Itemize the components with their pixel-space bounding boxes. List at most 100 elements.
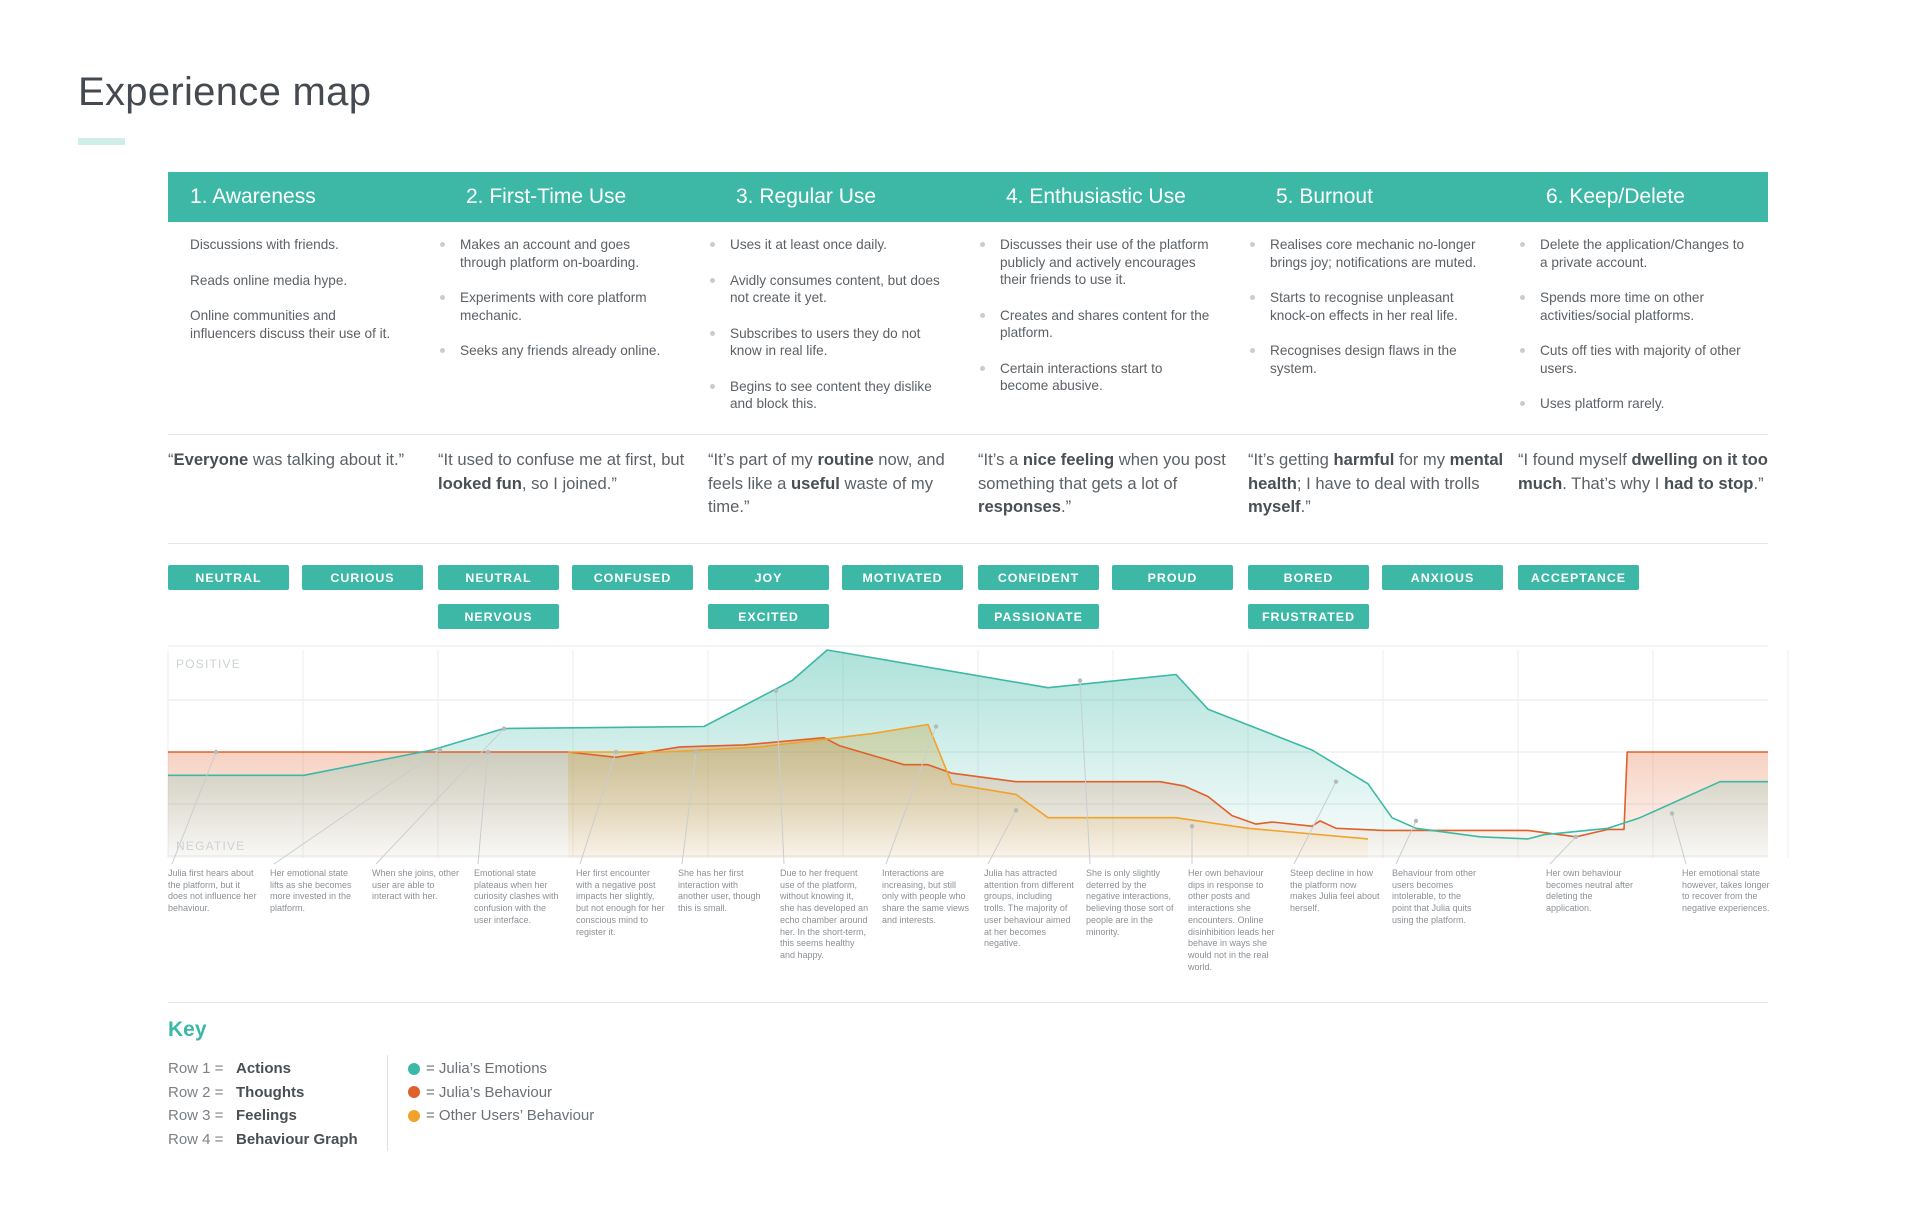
key-row-value: Thoughts: [236, 1083, 305, 1101]
stage-label: 1. Awareness: [190, 185, 316, 208]
feeling-tag: BORED: [1248, 565, 1369, 590]
thought-emphasis: useful: [791, 473, 840, 493]
annotation-text: When she joins, other user are able to i…: [372, 868, 460, 902]
legend-item: = Other Users’ Behaviour: [408, 1104, 594, 1128]
negative-label: NEGATIVE: [176, 839, 245, 853]
annotation-pointer: [1671, 813, 1687, 865]
stage-5: 5. Burnout: [1242, 172, 1528, 222]
positive-label: POSITIVE: [176, 657, 241, 671]
thought-emphasis: looked fun: [438, 473, 522, 493]
key-row: Row 3 = Feelings: [168, 1104, 358, 1128]
annotation-pointer-dot: [437, 747, 443, 753]
action-item: Discussions with friends.: [190, 237, 339, 252]
annotation-text: She has her first interaction with anoth…: [678, 868, 761, 914]
action-item: Cuts off ties with majority of other use…: [1518, 342, 1753, 377]
feeling-tag: JOY: [708, 565, 829, 590]
action-item: Certain interactions start to become abu…: [978, 360, 1213, 395]
annotation-pointers: [171, 678, 1687, 865]
thoughts-row: “Everyone was talking about it.” “It used…: [168, 448, 1768, 538]
thought-text: .”: [1753, 473, 1764, 493]
thought-text: . That’s why I: [1562, 473, 1665, 493]
stage-2: 2. First-Time Use: [432, 172, 718, 222]
feeling-tag: NERVOUS: [438, 604, 559, 629]
action-item: Delete the application/Changes to a priv…: [1518, 236, 1753, 271]
annotation-pointer: [885, 726, 937, 865]
key-row: Row 2 = Thoughts: [168, 1081, 358, 1105]
action-item: Uses platform rarely.: [1518, 395, 1753, 413]
stage-header-row: 1. Awareness 2. First-Time Use 3. Regular …: [168, 172, 1768, 222]
annotation-text: Her emotional state however, takes longe…: [1682, 868, 1770, 914]
actions-stage-1: Discussions with friends. Reads online me…: [168, 236, 403, 360]
area-emotions: [168, 650, 1768, 858]
legend-dot-icon: [408, 1109, 420, 1122]
feeling-tag: ANXIOUS: [1382, 565, 1503, 590]
action-item: Recognises design flaws in the system.: [1248, 342, 1483, 377]
thought-stage-5: “It’s getting harmful for my mental heal…: [1248, 448, 1510, 519]
legend-dot-icon: [408, 1086, 420, 1099]
key-row-value: Actions: [236, 1060, 292, 1077]
feeling-tag: ACCEPTANCE: [1518, 565, 1639, 590]
thought-emphasis: myself: [1248, 497, 1301, 516]
feeling-tag: EXCITED: [708, 604, 829, 629]
action-item: Starts to recognise unpleasant knock-on …: [1248, 289, 1483, 324]
annotation-pointer-dot: [1333, 779, 1339, 784]
thought-text: .”: [1061, 497, 1072, 516]
thought-stage-1: “Everyone was talking about it.”: [168, 448, 430, 472]
divider-actions: [168, 434, 1768, 435]
feeling-tag: NEUTRAL: [438, 565, 559, 590]
annotation-text: Her emotional state lifts as she becomes…: [270, 868, 352, 914]
action-item: Begins to see content they dislike and b…: [708, 378, 943, 413]
thought-text: “: [168, 450, 174, 469]
thought-emphasis: Everyone: [173, 450, 249, 469]
thought-text: now, and feels like a: [708, 450, 945, 493]
thought-stage-6: “I found myself dwelling on it too much.…: [1518, 448, 1780, 495]
annotation-pointer: [775, 690, 785, 865]
feeling-tag: FRUSTRATED: [1248, 604, 1369, 629]
key-divider: [387, 1055, 388, 1151]
feeling-tag: CURIOUS: [302, 565, 423, 590]
annotation-pointer: [681, 751, 697, 865]
thought-emphasis: harmful: [1333, 450, 1395, 469]
annotation-pointer-dot: [485, 749, 491, 755]
legend-label: = Julia’s Emotions: [426, 1060, 548, 1077]
annotation-pointer-dot: [933, 724, 939, 729]
key-row-value: Behaviour Graph: [236, 1130, 358, 1148]
annotation-pointer-dot: [213, 749, 219, 755]
annotation-pointer: [1395, 820, 1417, 865]
stage-label: 4. Enthusiastic Use: [1006, 185, 1186, 208]
annotation-text: Steep decline in how the platform now ma…: [1290, 868, 1380, 914]
stage-label: 2. First-Time Use: [466, 185, 627, 208]
annotation-text: Julia has attracted attention from diffe…: [984, 868, 1074, 949]
thought-text: .”: [1300, 497, 1311, 516]
actions-stage-4: Discusses their use of the platform publ…: [978, 236, 1213, 413]
annotation-text: She is only slightly deterred by the neg…: [1086, 868, 1174, 937]
feeling-tag: PASSIONATE: [978, 604, 1099, 629]
legend-label: = Julia’s Behaviour: [426, 1083, 553, 1101]
divider-thoughts: [168, 543, 1768, 544]
annotation-pointer-dot: [1077, 678, 1083, 683]
legend-item: = Julia’s Emotions: [408, 1057, 594, 1081]
thought-text: , so I joined.”: [521, 473, 617, 493]
action-item: Subscribes to users they do not know in …: [708, 325, 943, 360]
graph-lines: [168, 649, 1768, 840]
line-others: [568, 723, 1369, 840]
annotation-pointer: [273, 749, 441, 865]
thought-stage-4: “It’s a nice feeling when you post somet…: [978, 448, 1240, 519]
actions-stage-6: Delete the application/Changes to a priv…: [1518, 236, 1753, 431]
stage-6: 6. Keep/Delete: [1512, 172, 1768, 222]
annotation-pointer-dot: [693, 749, 699, 755]
action-item: Creates and shares content for the platf…: [978, 307, 1213, 342]
annotation-pointer-dot: [613, 749, 619, 755]
thought-text: ; I have to deal with trolls: [1296, 473, 1480, 493]
annotation-text: Julia first hears about the platform, bu…: [168, 868, 257, 914]
stage-label: 3. Regular Use: [736, 185, 877, 208]
annotation-text: Her own behaviour dips in response to ot…: [1188, 868, 1275, 972]
thought-text: waste of my time.”: [708, 473, 934, 517]
annotation-pointer-dot: [1413, 818, 1419, 824]
thought-emphasis: mental health: [1248, 450, 1504, 493]
action-item: Online communities and influencers discu…: [190, 308, 391, 341]
key-row-label: Row 4 =: [168, 1130, 224, 1148]
page-title: Experience map: [78, 70, 372, 114]
divider-graph: [168, 1002, 1768, 1003]
actions-stage-2: Makes an account and goes through platfo…: [438, 236, 673, 378]
